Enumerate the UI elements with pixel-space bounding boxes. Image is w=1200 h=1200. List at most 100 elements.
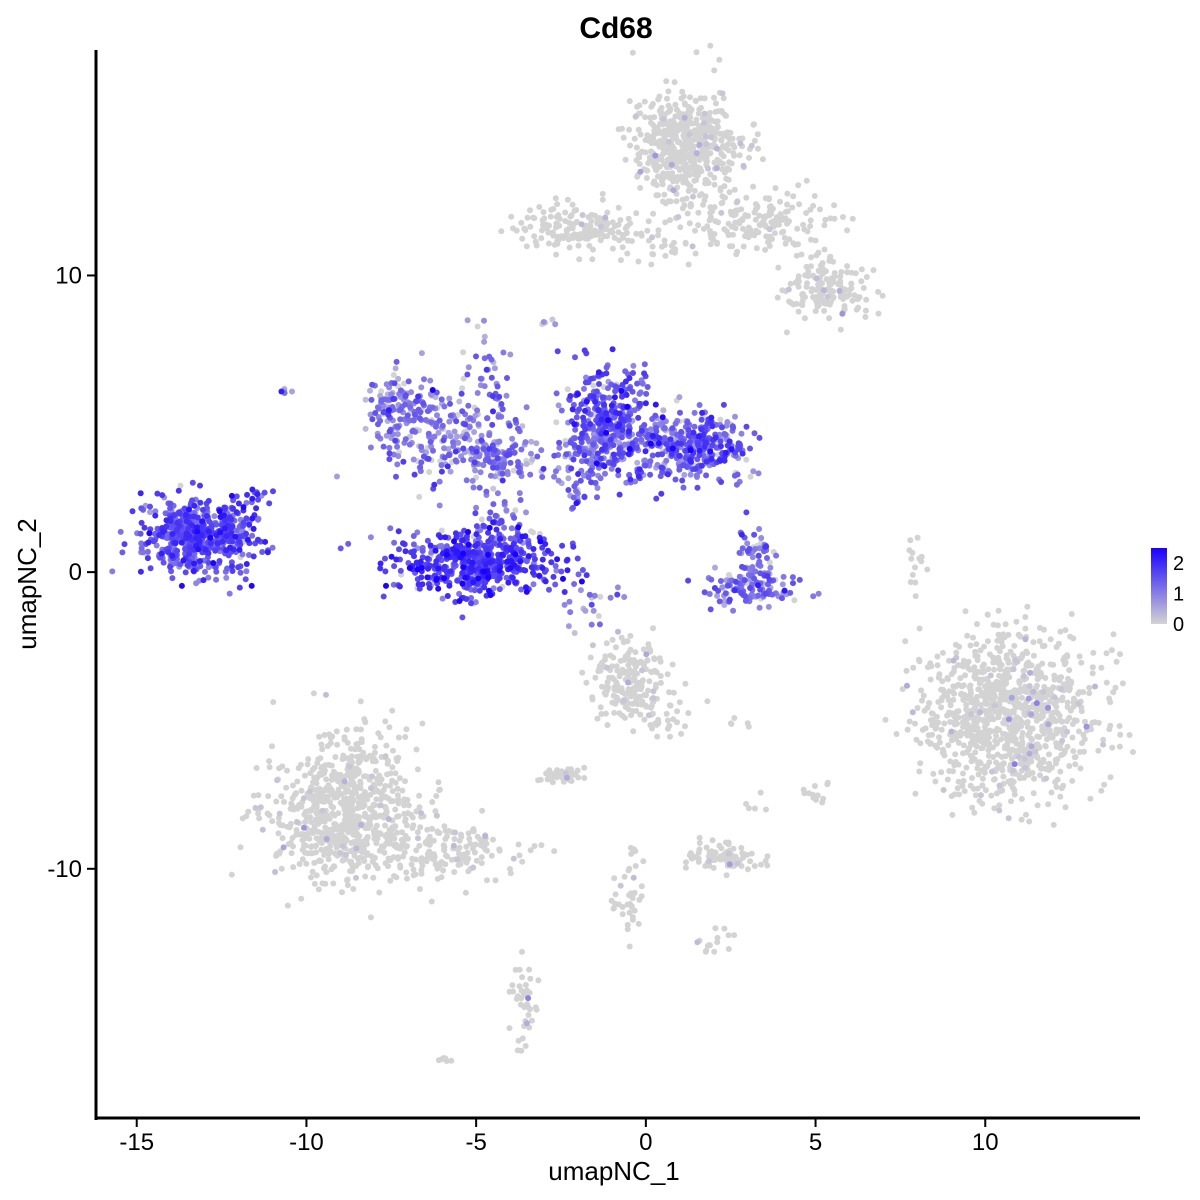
cell-point (668, 248, 675, 255)
cell-point (275, 830, 282, 837)
cell-point (975, 731, 982, 738)
cell-point (1051, 676, 1058, 683)
cell-point (953, 708, 960, 715)
cell-point (574, 219, 580, 226)
cell-point (1045, 721, 1052, 728)
cell-point (674, 719, 680, 726)
cell-point (404, 810, 411, 817)
cell-point (1081, 736, 1088, 743)
cell-point (986, 727, 993, 734)
cell-point (650, 210, 657, 217)
cell-point (909, 571, 916, 578)
cell-point (305, 756, 312, 763)
cell-point (370, 828, 377, 834)
cell-point (619, 244, 626, 251)
cell-point (527, 847, 534, 854)
cell-point (109, 568, 116, 575)
cell-point (503, 392, 510, 399)
cell-point (265, 793, 272, 800)
cell-point (913, 736, 920, 743)
cell-point (555, 477, 562, 484)
cell-point (626, 943, 633, 950)
cell-point (622, 156, 629, 163)
cell-point (648, 148, 655, 155)
cell-point (975, 715, 982, 722)
cell-point (419, 548, 426, 554)
cell-point (712, 218, 719, 225)
cell-point (649, 243, 656, 250)
cell-point (494, 490, 501, 497)
cell-point (664, 95, 670, 102)
cell-point (782, 240, 789, 247)
cell-point (418, 384, 425, 391)
cell-point (944, 776, 951, 783)
cell-point (667, 152, 674, 159)
cell-point (725, 932, 732, 939)
cell-point (755, 229, 762, 236)
cell-point (771, 230, 778, 237)
cell-point (477, 375, 484, 382)
cell-point (551, 473, 558, 480)
cell-point (597, 237, 604, 244)
cell-point (517, 497, 524, 503)
cell-point (403, 869, 410, 876)
cell-point (586, 242, 593, 249)
cell-point (1020, 673, 1027, 680)
cell-point (1002, 621, 1009, 628)
cell-point (401, 802, 408, 809)
cell-point (993, 759, 1000, 766)
cell-point (382, 753, 389, 760)
cell-point (332, 834, 339, 841)
cell-point (685, 710, 692, 717)
cell-point (707, 204, 714, 211)
cell-point (553, 251, 560, 258)
cell-point (699, 152, 706, 159)
cell-point (637, 184, 644, 191)
cell-point (1033, 717, 1040, 724)
cell-point (908, 555, 915, 562)
cell-point (119, 549, 126, 556)
cell-point (312, 843, 319, 850)
cell-point (434, 828, 441, 835)
cell-point (990, 716, 997, 723)
cell-point (328, 848, 334, 855)
cell-point (585, 474, 592, 481)
cell-point (604, 722, 611, 728)
cell-point (581, 385, 587, 392)
cell-point (594, 485, 601, 491)
cell-point (734, 207, 741, 214)
cell-point (822, 216, 829, 223)
cell-point (986, 740, 993, 747)
cell-point (682, 240, 689, 247)
cell-point (932, 742, 939, 749)
cell-point (1032, 748, 1039, 755)
cell-point (444, 833, 450, 840)
cell-point (808, 254, 815, 261)
cell-point (836, 287, 843, 294)
cell-point (618, 634, 625, 641)
cell-point (784, 220, 790, 227)
cell-point (649, 234, 656, 241)
cell-point (403, 843, 410, 850)
cell-point (1016, 680, 1023, 687)
cell-point (612, 644, 619, 651)
cell-point (550, 206, 557, 212)
cell-point (492, 877, 499, 884)
cell-point (1002, 743, 1009, 750)
cell-point (633, 157, 640, 164)
cell-point (360, 855, 367, 862)
cell-point (700, 120, 707, 127)
cell-point (308, 874, 314, 881)
cell-point (987, 672, 994, 679)
cell-point (762, 246, 769, 253)
cell-point (394, 443, 401, 450)
cell-point (601, 233, 608, 240)
cell-point (313, 810, 320, 817)
cell-point (1002, 731, 1009, 738)
cell-point (680, 484, 687, 491)
cell-point (553, 390, 560, 397)
cell-point (337, 849, 344, 856)
cell-point (621, 690, 628, 697)
cell-point (694, 939, 701, 946)
cell-point (581, 764, 588, 771)
